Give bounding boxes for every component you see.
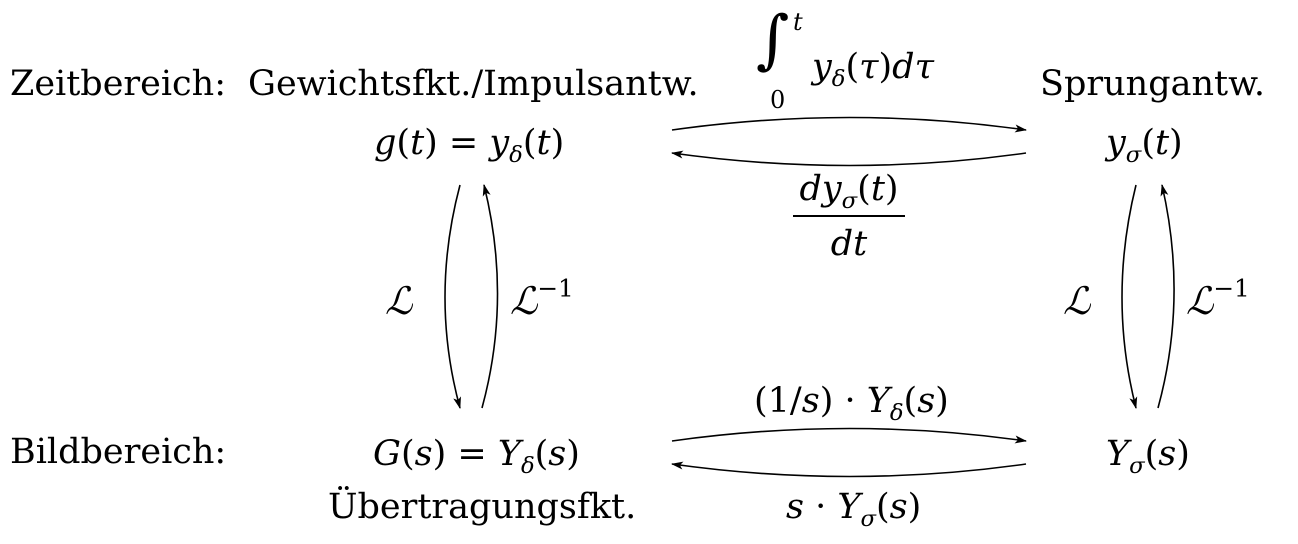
label-sprungantw: Sprungantw. bbox=[1040, 64, 1266, 104]
integral-integrand: yδ(τ)dτ bbox=[812, 47, 934, 92]
label-gewichtsfkt: Gewichtsfkt./Impulsantw. bbox=[248, 64, 699, 104]
derivative-numerator: dyσ(t) bbox=[799, 169, 899, 214]
arrow-derivative bbox=[671, 150, 1027, 167]
arrow-inv-laplace-left bbox=[481, 184, 499, 409]
label-mul-s: s · Yσ(s) bbox=[786, 487, 922, 532]
integral-sign: ∫ bbox=[756, 3, 790, 77]
laplace-right: ℒ bbox=[1063, 279, 1091, 323]
derivative-denominator: dt bbox=[830, 224, 868, 264]
arrow-div-s bbox=[671, 427, 1027, 444]
formula-Y-sigma-s: Yσ(s) bbox=[1106, 434, 1190, 479]
label-uebertragungsfkt: Übertragungsfkt. bbox=[328, 487, 637, 527]
formula-y-sigma-t: yσ(t) bbox=[1106, 123, 1183, 168]
arrow-laplace-right bbox=[1121, 184, 1138, 409]
formula-g-t: g(t) = yδ(t) bbox=[374, 123, 565, 168]
label-zeitbereich: Zeitbereich: bbox=[10, 64, 226, 104]
label-div-s: (1/s) · Yδ(s) bbox=[754, 381, 949, 426]
arrow-mul-s bbox=[671, 461, 1027, 478]
arrow-inv-laplace-right bbox=[1157, 184, 1175, 409]
laplace-left: ℒ bbox=[385, 279, 413, 323]
label-bildbereich: Bildbereich: bbox=[10, 432, 227, 472]
integral-lower: 0 bbox=[770, 86, 786, 114]
integral-upper: t bbox=[793, 8, 803, 36]
inv-laplace-left: ℒ−1 bbox=[510, 273, 574, 323]
formula-G-s: G(s) = Yδ(s) bbox=[373, 434, 580, 479]
arrow-integral bbox=[671, 116, 1027, 133]
arrow-laplace-left bbox=[444, 184, 461, 409]
derivative-fraction: dyσ(t) dt bbox=[793, 172, 905, 262]
inv-laplace-right: ℒ−1 bbox=[1186, 273, 1250, 323]
fraction-bar bbox=[793, 215, 905, 217]
